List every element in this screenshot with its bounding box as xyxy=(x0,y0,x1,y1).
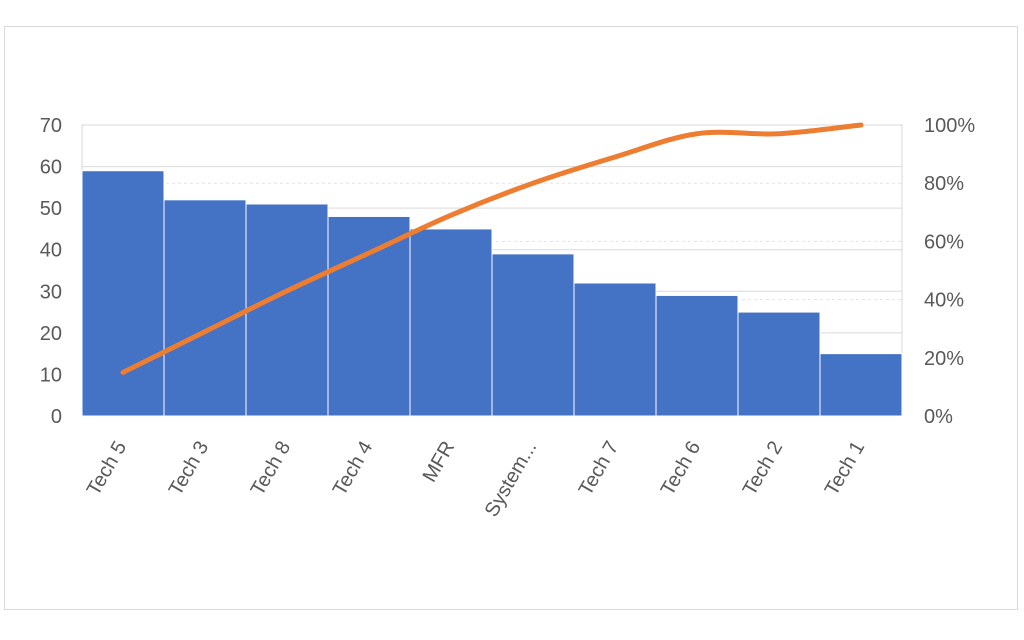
x-tick-label: Tech 3 xyxy=(165,438,214,500)
left-tick-label: 70 xyxy=(40,115,62,137)
left-tick-label: 60 xyxy=(40,157,62,179)
right-axis: 0% 20% 40% 60% 80% 100% xyxy=(924,115,975,428)
bar-4 xyxy=(327,215,411,417)
x-tick-label: Tech 7 xyxy=(575,438,624,500)
bar-6 xyxy=(491,253,575,417)
x-tick-label: Tech 1 xyxy=(821,438,870,500)
bar-5 xyxy=(409,228,493,417)
left-tick-label: 0 xyxy=(51,406,62,428)
x-tick-label: MFR xyxy=(419,438,460,487)
x-tick-label: Tech 4 xyxy=(329,438,378,500)
bar-series xyxy=(81,170,903,417)
x-tick-label: Tech 5 xyxy=(83,438,132,500)
cumulative-line-series xyxy=(120,122,864,375)
bar-7 xyxy=(573,282,657,417)
x-tick-label: Tech 6 xyxy=(657,438,706,500)
right-tick-label: 80% xyxy=(924,173,964,195)
right-tick-label: 40% xyxy=(924,290,964,312)
x-axis: Tech 5 Tech 3 Tech 8 Tech 4 MFR System... Tech… xyxy=(83,438,870,521)
x-tick-label: System... xyxy=(481,438,542,521)
cumulative-line xyxy=(120,122,864,375)
left-tick-label: 50 xyxy=(40,198,62,220)
bar-9 xyxy=(737,311,821,417)
bar-8 xyxy=(655,294,739,417)
bar-10 xyxy=(819,353,903,417)
left-tick-label: 20 xyxy=(40,323,62,345)
bar-1 xyxy=(81,170,165,417)
bar-2 xyxy=(163,199,247,417)
right-tick-label: 0% xyxy=(924,406,953,428)
left-tick-label: 40 xyxy=(40,240,62,262)
left-tick-label: 30 xyxy=(40,281,62,303)
x-tick-label: Tech 8 xyxy=(247,438,296,500)
bar-3 xyxy=(245,203,329,417)
right-tick-label: 60% xyxy=(924,231,964,253)
left-tick-label: 10 xyxy=(40,364,62,386)
x-tick-label: Tech 2 xyxy=(739,438,788,500)
right-tick-label: 20% xyxy=(924,348,964,370)
right-tick-label: 100% xyxy=(924,115,975,137)
left-axis: 0 10 20 30 40 50 60 70 xyxy=(40,115,62,428)
